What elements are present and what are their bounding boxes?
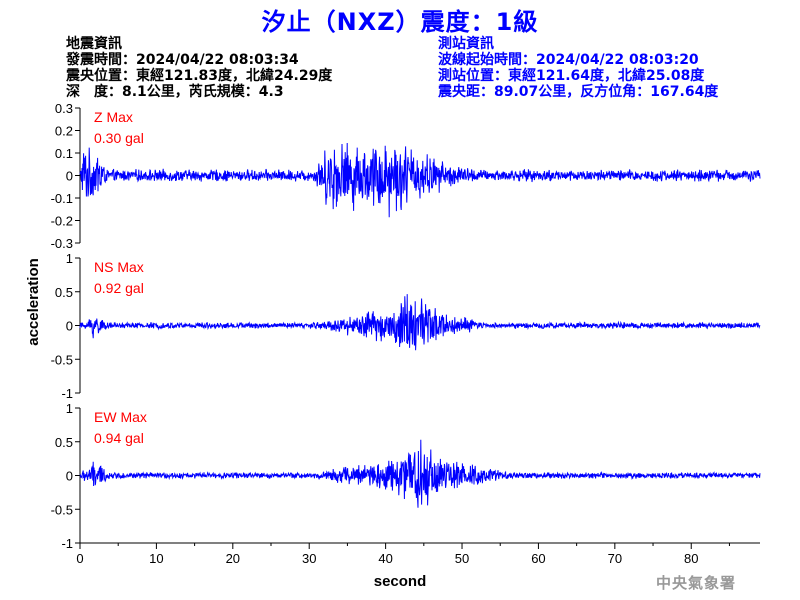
- epicentral-distance: 震央距：89.07公里，反方位角：167.64度: [438, 84, 719, 100]
- earthquake-info: 地震資訊 發震時間：2024/04/22 08:03:34 震央位置：東經121…: [66, 36, 332, 100]
- max-label: EW Max: [94, 409, 147, 425]
- y-tick-label: -0.3: [51, 236, 73, 251]
- y-tick-label: 0.5: [55, 285, 73, 300]
- panel-z: -0.3 -0.2 -0.1 0 0.1 0.2 0.3 Z Max 0.30 gal: [51, 101, 761, 251]
- agency-watermark: 中央氣象署: [656, 574, 737, 592]
- station-location: 測站位置：東經121.64度，北緯25.08度: [438, 68, 705, 84]
- x-tick-label: 50: [455, 551, 469, 566]
- y-tick-label: 0.2: [55, 124, 73, 139]
- x-tick-label: 30: [302, 551, 316, 566]
- station-info-heading: 測站資訊: [438, 36, 494, 52]
- max-value: 0.92 gal: [94, 280, 144, 296]
- y-tick-label: 0.3: [55, 101, 73, 116]
- x-tick-label: 40: [378, 551, 392, 566]
- y-axis-label: acceleration: [25, 258, 42, 346]
- y-tick-label: 0.1: [55, 146, 73, 161]
- max-value: 0.94 gal: [94, 430, 144, 446]
- x-axis: 0 10 20 30 40 50 60 70 80: [76, 542, 760, 566]
- x-tick-label: 80: [684, 551, 698, 566]
- y-tick-label: -0.5: [51, 352, 73, 367]
- x-tick-label: 0: [76, 551, 83, 566]
- waveform-trace-ew: [79, 439, 761, 508]
- waveform-trace-z: [79, 142, 761, 218]
- x-tick-label: 10: [149, 551, 163, 566]
- y-tick-label: 0: [66, 469, 73, 484]
- y-tick-label: 1: [66, 251, 73, 266]
- epicenter-location: 震央位置：東經121.83度，北緯24.29度: [66, 68, 333, 84]
- waveform-trace-ns: [79, 294, 761, 351]
- y-tick-label: -0.1: [51, 191, 73, 206]
- page-title: 汐止（NXZ）震度：1級: [261, 8, 539, 36]
- y-tick-label: 1: [66, 401, 73, 416]
- y-tick-label: 0: [66, 169, 73, 184]
- max-value: 0.30 gal: [94, 130, 144, 146]
- x-tick-label: 20: [226, 551, 240, 566]
- depth-magnitude: 深 度：8.1公里，芮氏規模：4.3: [66, 84, 284, 100]
- x-axis-label: second: [374, 573, 427, 590]
- earthquake-info-heading: 地震資訊: [66, 36, 122, 52]
- y-tick-label: -0.2: [51, 214, 73, 229]
- origin-time: 發震時間：2024/04/22 08:03:34: [66, 52, 299, 68]
- panels-group: -0.3 -0.2 -0.1 0 0.1 0.2 0.3 Z Max 0.30 gal -1 -0.…: [51, 101, 761, 551]
- panel-ew: -1 -0.5 0 0.5 1 EW Max 0.94 gal: [51, 401, 761, 551]
- y-tick-label: 0.5: [55, 435, 73, 450]
- max-label: Z Max: [94, 109, 133, 125]
- y-tick-label: -1: [61, 386, 73, 401]
- station-info: 測站資訊 波線起始時間：2024/04/22 08:03:20 測站位置：東經1…: [438, 36, 718, 100]
- y-tick-label: -1: [61, 536, 73, 551]
- x-tick-label: 60: [531, 551, 545, 566]
- max-label: NS Max: [94, 259, 144, 275]
- x-tick-label: 70: [608, 551, 622, 566]
- y-tick-label: 0: [66, 319, 73, 334]
- y-tick-label: -0.5: [51, 502, 73, 517]
- wave-start-time: 波線起始時間：2024/04/22 08:03:20: [438, 52, 699, 68]
- panel-ns: -1 -0.5 0 0.5 1 NS Max 0.92 gal: [51, 251, 761, 401]
